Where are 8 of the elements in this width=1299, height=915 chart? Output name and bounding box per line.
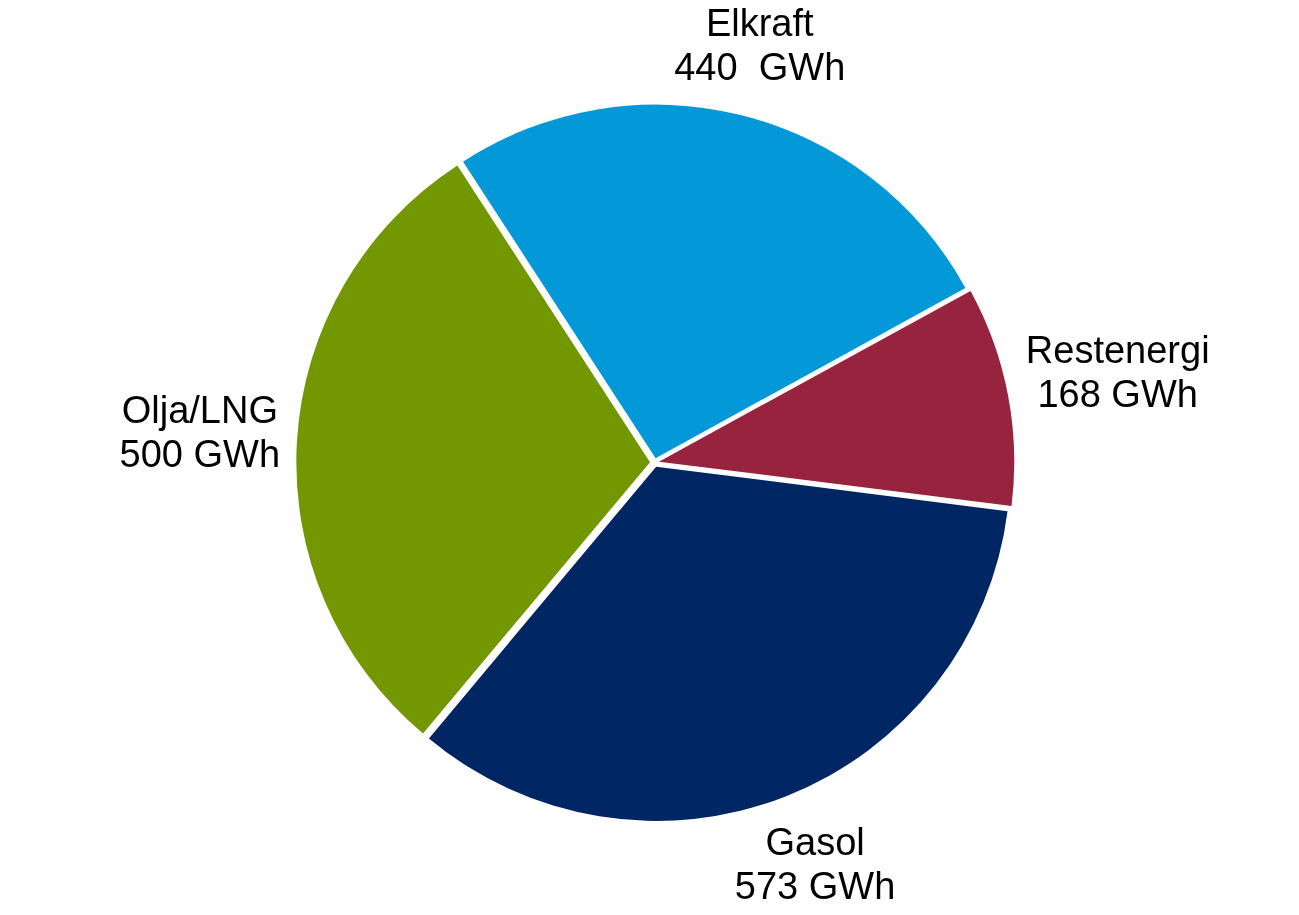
slice-label: Gasol — [765, 821, 865, 864]
data-label: 573 GWh — [734, 865, 896, 908]
slice-label: Elkraft — [705, 2, 815, 45]
data-label: 168 GWh — [1037, 372, 1198, 415]
data-label: 440 GWh — [674, 46, 846, 89]
slice-label: Restenergi — [1025, 328, 1210, 371]
data-label: 500 GWh — [119, 433, 281, 476]
slice-label: Olja/LNG — [121, 389, 278, 432]
